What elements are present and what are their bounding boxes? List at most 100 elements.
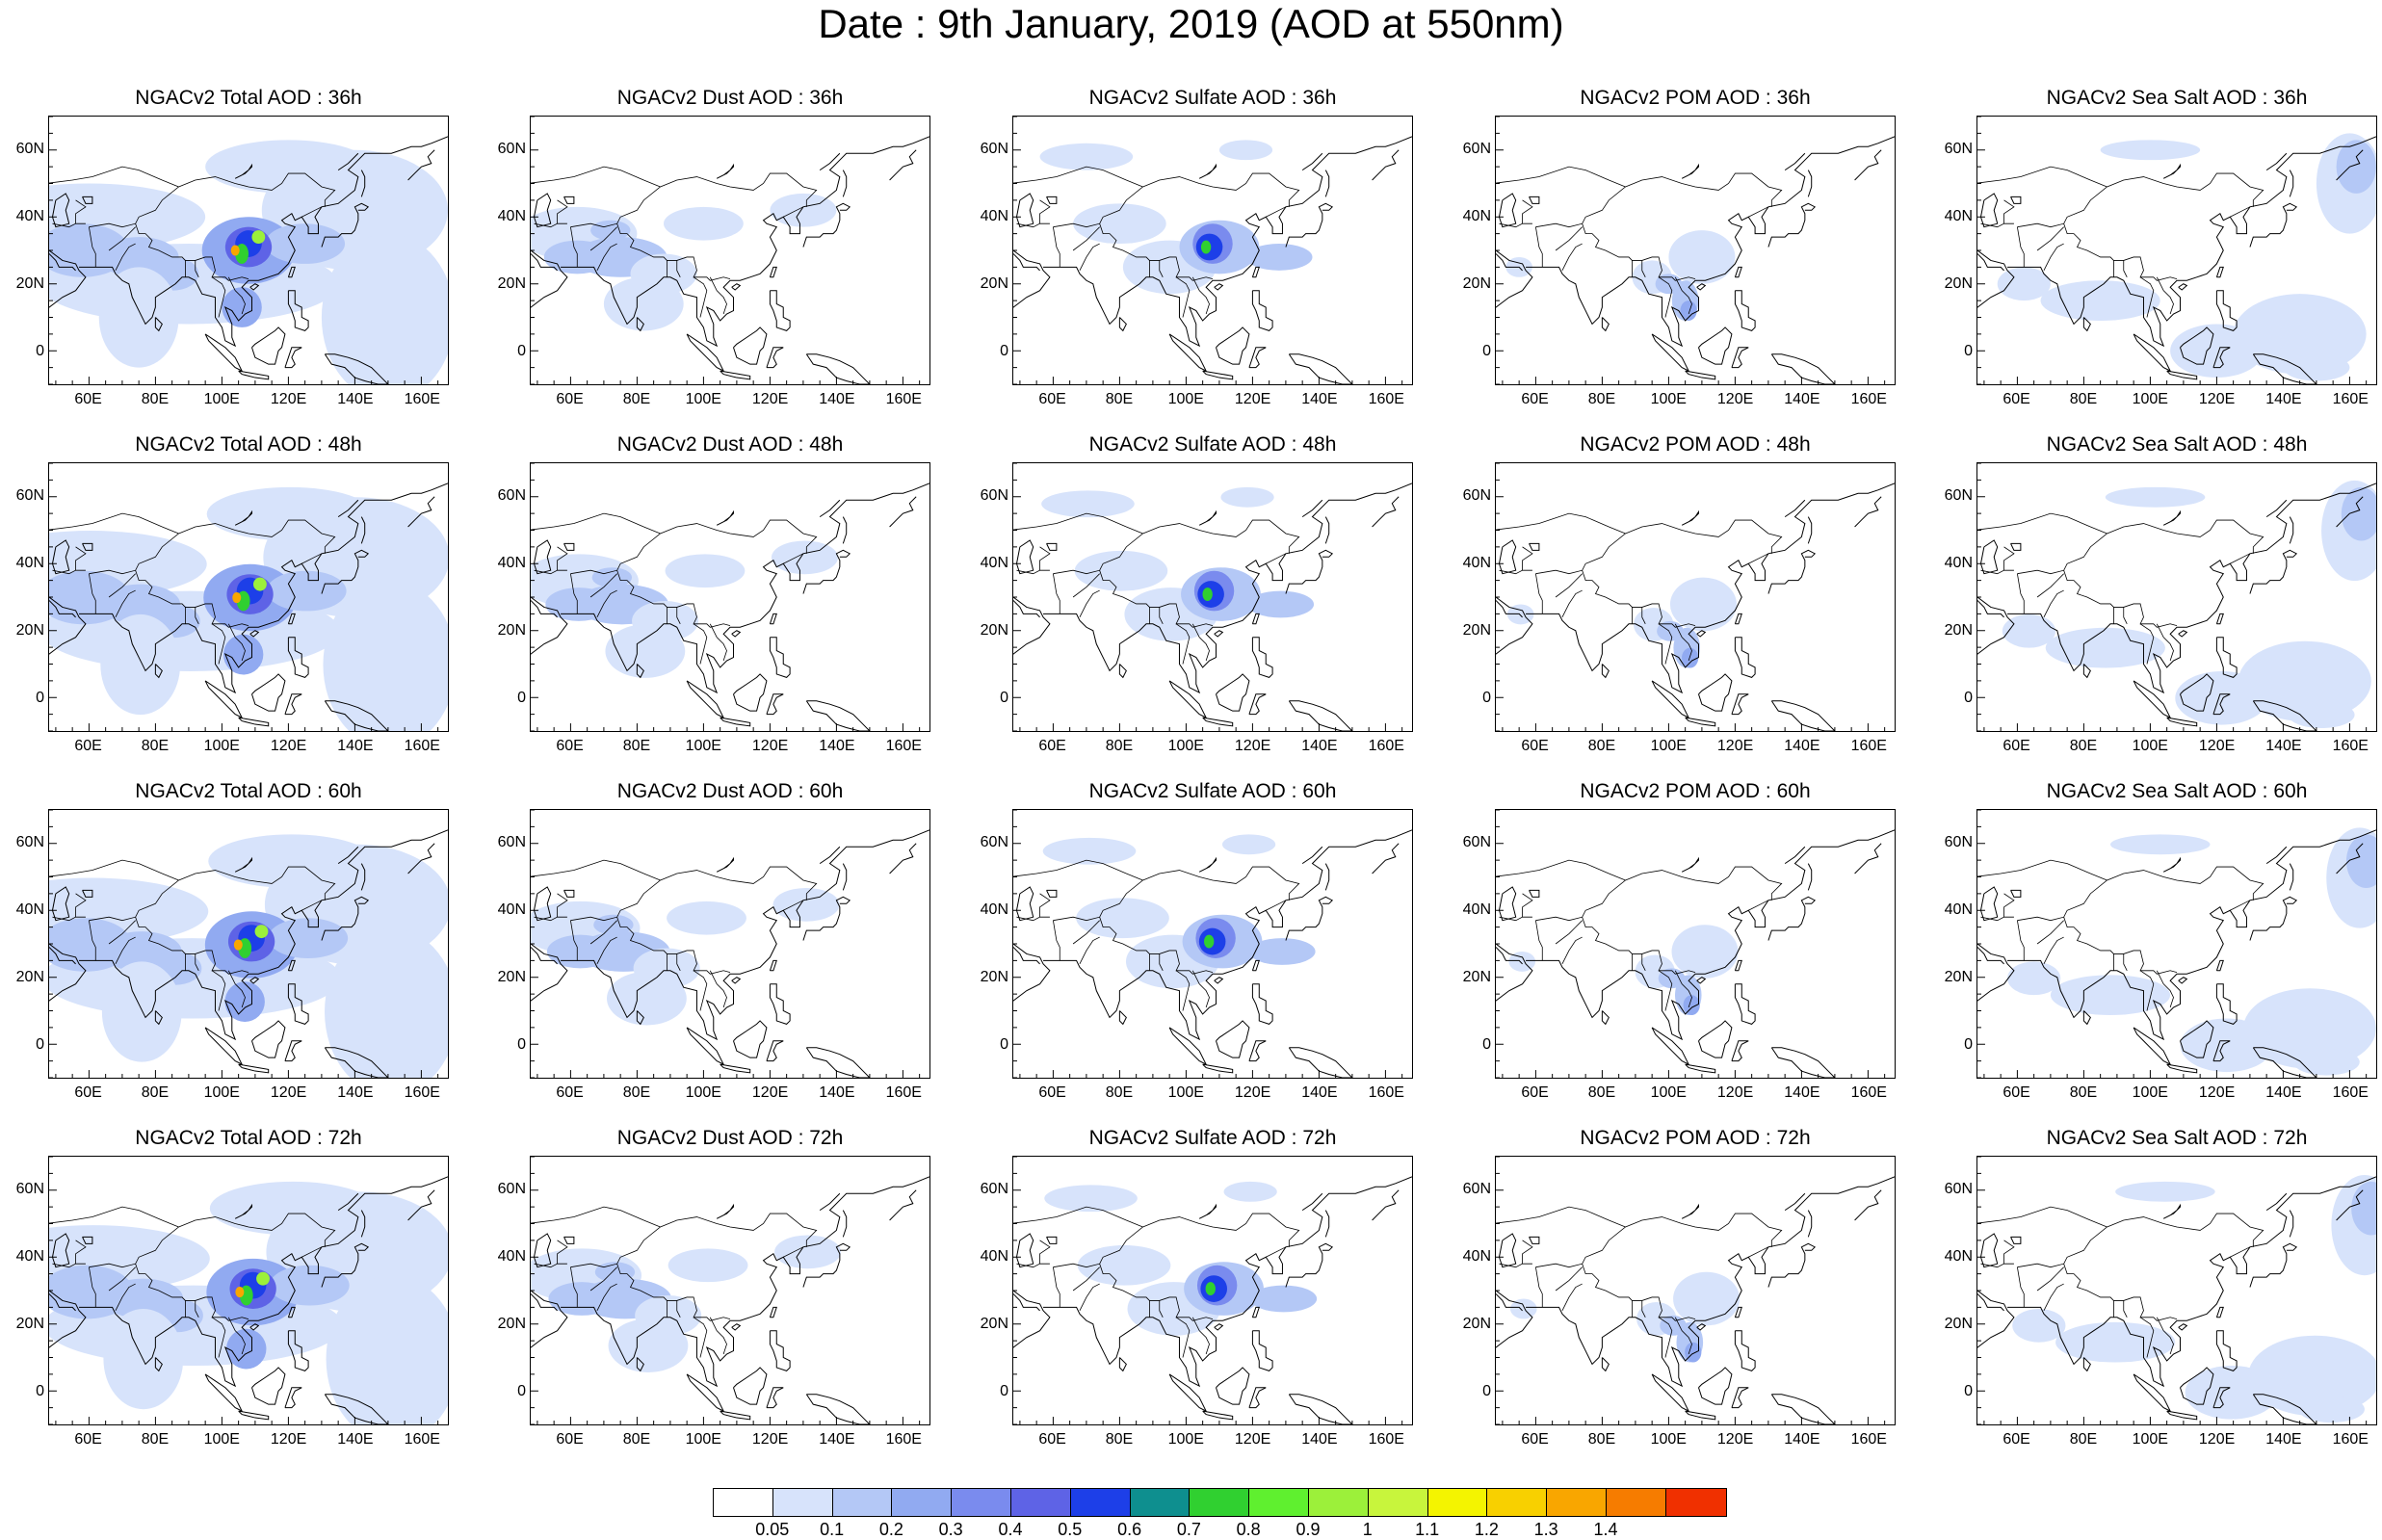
coastline: [1043, 483, 1412, 694]
x-tick-label: 120E: [2198, 391, 2236, 407]
y-tick-label: 0: [1964, 690, 1973, 706]
aod-contour: [1042, 837, 1137, 865]
y-tick-label: 20N: [15, 1316, 44, 1332]
country-border: [1016, 1263, 1050, 1268]
coastline: [1698, 1367, 1733, 1405]
coastline: [1767, 549, 1817, 594]
coastline: [204, 1027, 244, 1066]
x-tick-label: 140E: [819, 1084, 855, 1101]
coastline: [82, 889, 93, 898]
coastline: [636, 1010, 644, 1026]
country-border: [1641, 607, 1646, 624]
coastlines: [531, 829, 929, 1078]
aod-contour: [2115, 1181, 2215, 1202]
x-tick-label: 140E: [819, 391, 855, 407]
coastline: [531, 1290, 568, 1348]
coastline: [533, 193, 552, 228]
coastline: [1013, 249, 1051, 308]
x-tick-label: 100E: [1167, 391, 1204, 407]
coastline: [1526, 1176, 1895, 1388]
x-tick-label: 120E: [751, 1084, 789, 1101]
country-border: [1053, 1213, 1300, 1268]
x-tick-label: 160E: [1850, 1084, 1887, 1101]
coastline: [1198, 163, 1217, 179]
coastline: [561, 483, 929, 694]
x-tick-label: 140E: [2265, 1084, 2302, 1101]
colorbar-label: 0.7: [1176, 1520, 1201, 1539]
coastline: [1324, 1210, 1330, 1238]
y-tick-label: 0: [517, 690, 526, 706]
aod-field: [49, 486, 448, 731]
x-tick-label: 140E: [1301, 738, 1338, 754]
map-svg: [1013, 810, 1412, 1078]
country-border: [1499, 569, 1532, 575]
coastline: [2180, 1020, 2214, 1058]
country-border: [1535, 519, 1783, 575]
aod-contour: [603, 276, 684, 331]
coastline: [1681, 1203, 1699, 1219]
coastline: [731, 977, 742, 984]
coastline: [1734, 1306, 1742, 1318]
country-border: [2017, 866, 2264, 922]
country-border: [616, 570, 731, 628]
coastline: [1601, 664, 1610, 679]
country-border: [75, 1240, 87, 1265]
country-border: [2036, 1266, 2064, 1292]
aod-contour: [1223, 1181, 1277, 1202]
country-border: [1039, 199, 1051, 224]
x-tick-label: 160E: [1850, 1431, 1887, 1448]
coastline: [1202, 370, 1234, 380]
country-border: [1099, 570, 1214, 628]
country-border: [1159, 953, 1164, 971]
country-border: [534, 222, 567, 228]
x-tick-label: 100E: [2132, 1431, 2168, 1448]
coastline: [324, 1047, 389, 1078]
aod-contour: [2336, 140, 2376, 194]
country-border: [557, 199, 568, 224]
y-tick-label: 60N: [15, 834, 44, 850]
coastline: [1979, 1233, 1999, 1268]
coastline: [1214, 283, 1224, 291]
coastline: [731, 630, 742, 638]
coastline: [563, 889, 575, 898]
aod-contour: [770, 193, 837, 227]
coastline: [2289, 516, 2294, 544]
coastline: [1372, 1189, 1400, 1221]
country-border: [616, 917, 731, 975]
country-border: [2063, 223, 2178, 281]
coastline: [1015, 539, 1034, 575]
country-border: [1980, 916, 2014, 922]
y-tick-label: 0: [1482, 1383, 1491, 1399]
x-tick-label: 120E: [1716, 1084, 1754, 1101]
coastline: [531, 1293, 558, 1312]
coastline: [249, 283, 260, 291]
coastline: [531, 249, 568, 308]
map-panel: [1012, 116, 1413, 385]
coastline: [889, 843, 917, 874]
coastline: [49, 943, 87, 1002]
x-tick-label: 60E: [1521, 1431, 1549, 1448]
coastlines: [1496, 483, 1895, 731]
coastlines: [1977, 136, 2376, 384]
coastline: [1216, 1367, 1250, 1405]
country-border: [108, 1266, 136, 1292]
coastline: [716, 509, 734, 526]
country-border: [1053, 519, 1300, 575]
coastline: [49, 1293, 76, 1312]
x-tick-label: 60E: [1038, 391, 1066, 407]
x-tick-label: 160E: [885, 1084, 922, 1101]
y-tick-label: 40N: [1462, 208, 1491, 224]
aod-contour: [205, 140, 372, 194]
x-tick-label: 80E: [1105, 1084, 1134, 1101]
coastline: [1013, 947, 1040, 965]
x-tick-label: 160E: [2332, 1431, 2369, 1448]
x-tick-label: 140E: [2265, 1431, 2302, 1448]
aod-contour: [232, 591, 242, 604]
map-panel: [1976, 462, 2377, 732]
coastline: [1526, 829, 1895, 1041]
country-border: [589, 226, 617, 251]
coastline: [204, 680, 244, 719]
country-border: [115, 936, 136, 965]
y-tick-label: 20N: [980, 275, 1008, 292]
country-border: [1658, 970, 1673, 1011]
